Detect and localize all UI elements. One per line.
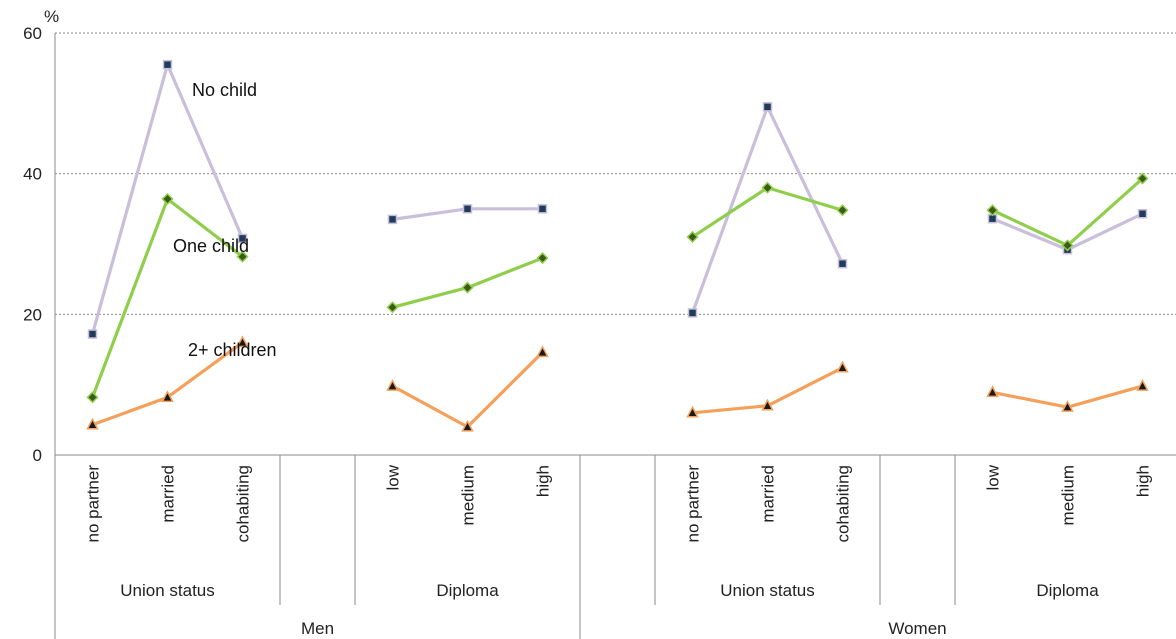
data-point xyxy=(461,419,474,432)
y-axis-unit: % xyxy=(44,7,59,26)
data-point xyxy=(686,230,699,244)
series-annotation: No child xyxy=(192,80,257,100)
data-point xyxy=(761,398,774,411)
data-point xyxy=(836,204,849,217)
x-subgroup-label: Union status xyxy=(120,581,215,600)
series-line xyxy=(690,105,845,315)
data-point xyxy=(236,250,249,263)
data-point xyxy=(236,335,249,348)
x-category-label: high xyxy=(1134,465,1153,497)
y-tick-label: 60 xyxy=(23,24,42,43)
x-subgroup-label: Union status xyxy=(720,581,815,600)
data-point xyxy=(161,390,174,403)
x-category-label: medium xyxy=(459,465,478,525)
x-category-label: no partner xyxy=(84,465,103,543)
data-point xyxy=(462,204,473,214)
series-annotation: One child xyxy=(173,236,249,256)
data-point xyxy=(537,204,548,214)
data-point xyxy=(161,192,174,206)
x-category-label: medium xyxy=(1059,465,1078,525)
data-point xyxy=(762,102,773,112)
data-point xyxy=(836,360,849,373)
x-category-label: married xyxy=(759,465,778,523)
x-group-label: Women xyxy=(888,619,946,638)
data-point xyxy=(461,281,474,294)
x-category-label: cohabiting xyxy=(834,465,853,543)
x-category-label: high xyxy=(534,465,553,497)
data-point xyxy=(86,417,99,430)
data-point xyxy=(387,214,398,225)
x-category-label: cohabiting xyxy=(234,465,253,543)
data-point xyxy=(536,252,549,265)
x-category-label: low xyxy=(384,464,403,490)
data-point xyxy=(837,258,848,269)
data-point xyxy=(686,405,699,418)
data-point xyxy=(386,378,399,391)
data-point xyxy=(1136,172,1149,185)
data-point xyxy=(1136,378,1149,391)
x-group-label: Men xyxy=(301,619,334,638)
data-point xyxy=(162,59,173,70)
data-point xyxy=(536,345,549,358)
data-point xyxy=(1061,400,1074,412)
series-line xyxy=(690,186,845,239)
data-point xyxy=(87,329,98,339)
data-point xyxy=(1061,239,1074,252)
series-annotation: 2+ children xyxy=(188,340,277,360)
data-point xyxy=(687,308,698,318)
x-subgroup-label: Diploma xyxy=(436,581,499,600)
data-point xyxy=(386,301,399,314)
data-point xyxy=(1137,209,1148,219)
series-line xyxy=(990,176,1145,248)
data-point xyxy=(986,385,999,398)
data-point xyxy=(86,391,99,404)
series-line xyxy=(390,350,545,429)
x-category-label: low xyxy=(984,464,1003,490)
data-point xyxy=(986,204,999,217)
y-tick-label: 40 xyxy=(23,165,42,184)
x-category-label: married xyxy=(159,465,178,523)
series-line xyxy=(90,197,245,399)
data-point xyxy=(761,181,774,194)
y-tick-label: 0 xyxy=(33,446,42,465)
data-point xyxy=(237,233,248,244)
x-subgroup-label: Diploma xyxy=(1036,581,1099,600)
y-tick-label: 20 xyxy=(23,305,42,324)
x-category-label: no partner xyxy=(684,465,703,543)
